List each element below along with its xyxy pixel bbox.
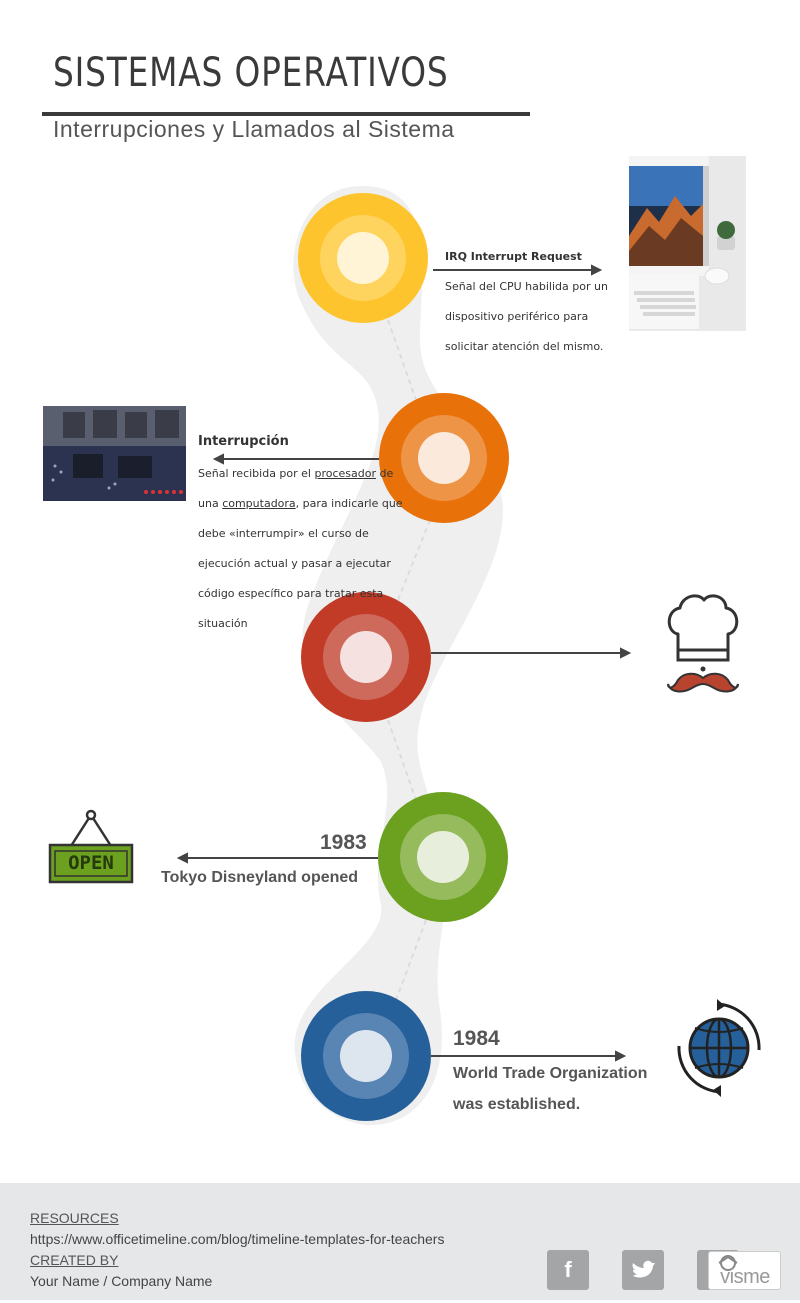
timeline-node-4 — [378, 792, 508, 922]
event-1-title: IRQ Interrupt Request — [445, 250, 582, 263]
timeline-node-1 — [298, 193, 428, 323]
event-2-title: Interrupción — [198, 434, 289, 449]
resources-link[interactable]: https://www.officetimeline.com/blog/time… — [30, 1231, 445, 1247]
event-2-line-1-post: de — [376, 467, 394, 480]
twitter-icon[interactable] — [622, 1250, 664, 1290]
event-1-line-3: solicitar atención del mismo. — [445, 340, 604, 353]
computer-desk-photo — [629, 156, 746, 331]
computer-link[interactable]: computadora — [222, 497, 296, 510]
event-2-line-4: ejecución actual y pasar a ejecutar — [198, 557, 391, 570]
event-2-line-3: debe «interrumpir» el curso de — [198, 527, 369, 540]
timeline-node-5 — [301, 991, 431, 1121]
event-4-text: Tokyo Disneyland opened — [161, 869, 359, 886]
event-2-line-1-pre: Señal recibida por el — [198, 467, 315, 480]
event-2-line-5: código específico para tratar esta — [198, 587, 384, 600]
event-2-line-6: situación — [198, 617, 248, 630]
timeline-node-3 — [301, 592, 431, 722]
open-sign-icon: OPEN — [47, 808, 135, 886]
visme-brand-text: visme — [720, 1266, 770, 1288]
facebook-icon[interactable]: f — [547, 1250, 589, 1290]
connector-arrows — [176, 264, 632, 1062]
created-by-label: CREATED BY — [30, 1252, 119, 1268]
resources-label: RESOURCES — [30, 1210, 119, 1226]
chef-hat-mustache-icon — [667, 594, 739, 693]
event-2-line-1: Señal recibida por el procesador de — [198, 467, 393, 480]
event-2-line-2-pre: una — [198, 497, 223, 510]
event-4-year: 1983 — [320, 831, 367, 854]
circuit-board-photo — [43, 406, 186, 501]
timeline-node-2 — [379, 393, 509, 523]
event-2-line-2-post: , para indicarle que — [295, 497, 403, 510]
visme-logo-mark — [718, 1255, 738, 1271]
visme-badge[interactable]: visme — [708, 1251, 781, 1290]
event-2-line-2: una computadora, para indicarle que — [198, 497, 403, 510]
event-5-text-line-1: World Trade Organization — [453, 1065, 648, 1082]
event-1-line-1: Señal del CPU habilida por un — [445, 280, 608, 293]
page-subtitle: Interrupciones y Llamados al Sistema — [53, 116, 455, 142]
event-5-text-line-2: was established. — [453, 1096, 581, 1113]
event-5-year: 1984 — [453, 1027, 500, 1050]
created-by-value: Your Name / Company Name — [30, 1273, 213, 1289]
footer — [0, 1183, 800, 1300]
twitter-bird-shape — [632, 1260, 655, 1278]
open-sign-text: OPEN — [68, 852, 114, 874]
event-1-line-2: dispositivo periférico para — [445, 310, 589, 323]
title-divider — [42, 112, 530, 116]
page-title: SISTEMAS OPERATIVOS — [53, 50, 449, 96]
processor-link[interactable]: procesador — [314, 467, 376, 480]
globe-arrows-icon — [677, 999, 761, 1097]
